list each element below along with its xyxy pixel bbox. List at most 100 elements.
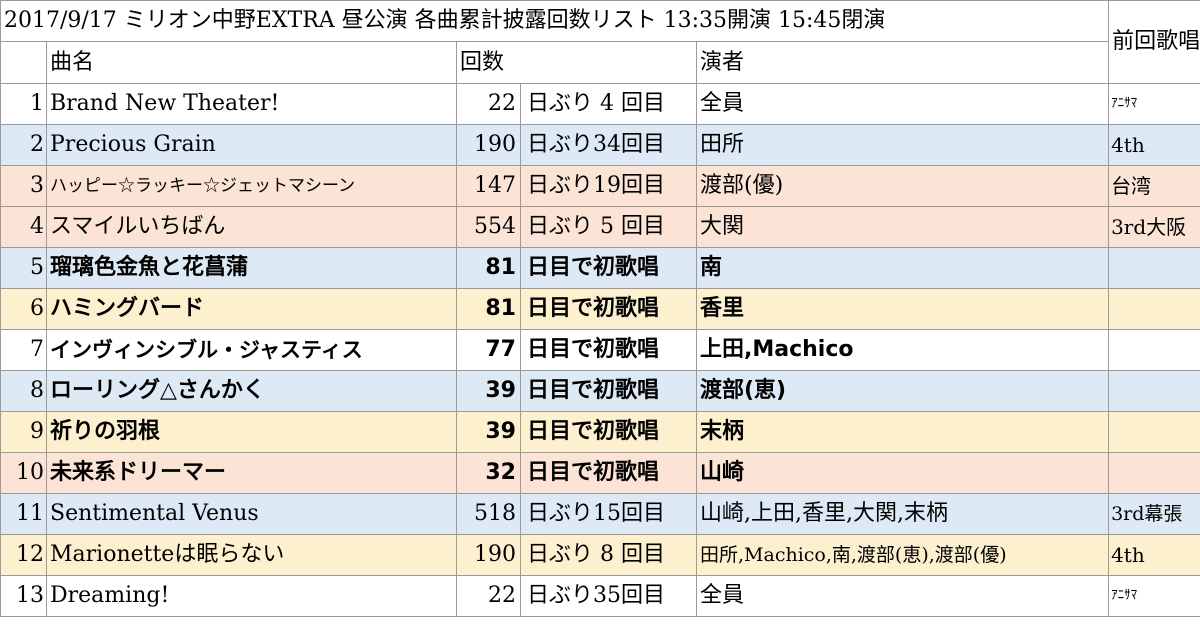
table-row: 7 インヴィンシブル・ジャスティス 77 日目で初歌唱 上田,Machico	[0, 329, 1200, 371]
previous-performance	[1108, 288, 1200, 330]
performer: 田所,Machico,南,渡部(恵),渡部(優)	[695, 534, 1110, 576]
row-number: 6	[0, 288, 47, 330]
song-name: ローリング△さんかく	[46, 370, 457, 412]
row-number: 9	[0, 411, 47, 453]
days-value: 518	[456, 493, 521, 535]
performer: 山崎	[695, 452, 1110, 494]
song-name: Marionetteは眠らない	[46, 534, 457, 576]
previous-performance: ｱﾆｻﾏ	[1108, 83, 1200, 125]
days-value: 32	[456, 452, 521, 494]
table-title: 2017/9/17 ミリオン中野EXTRA 昼公演 各曲累計披露回数リスト 13…	[0, 0, 1110, 42]
row-number: 8	[0, 370, 47, 412]
count-header: 回数	[456, 41, 697, 84]
previous-performance	[1108, 247, 1200, 289]
days-value: 39	[456, 411, 521, 453]
song-name: Precious Grain	[46, 124, 457, 166]
performer-header: 演者	[695, 41, 1110, 84]
performer: 大関	[695, 206, 1110, 248]
days-value: 22	[456, 83, 521, 125]
performer: 渡部(恵)	[695, 370, 1110, 412]
performer: 上田,Machico	[695, 329, 1110, 371]
performer: 田所	[695, 124, 1110, 166]
previous-performance	[1108, 329, 1200, 371]
song-header: 曲名	[46, 41, 457, 84]
table-row: 5 瑠璃色金魚と花菖蒲 81 日目で初歌唱 南	[0, 247, 1200, 289]
previous-performance	[1108, 370, 1200, 412]
previous-performance	[1108, 411, 1200, 453]
previous-header: 前回歌唱	[1108, 0, 1200, 84]
count-text: 日ぶり35回目	[520, 575, 697, 617]
count-text: 日ぶり 8 回目	[520, 534, 697, 576]
count-text: 日ぶり 5 回目	[520, 206, 697, 248]
days-value: 147	[456, 165, 521, 207]
performer: 南	[695, 247, 1110, 289]
count-text: 日目で初歌唱	[520, 411, 697, 453]
table-row: 3 ハッピー☆ラッキー☆ジェットマシーン 147 日ぶり19回目 渡部(優) 台…	[0, 165, 1200, 207]
song-name: Sentimental Venus	[46, 493, 457, 535]
row-number: 7	[0, 329, 47, 371]
days-value: 77	[456, 329, 521, 371]
row-number: 4	[0, 206, 47, 248]
song-name: インヴィンシブル・ジャスティス	[46, 329, 457, 371]
number-header	[0, 41, 47, 84]
previous-performance: 3rd幕張	[1108, 493, 1200, 535]
song-name: Dreaming!	[46, 575, 457, 617]
row-number: 10	[0, 452, 47, 494]
table-row: 4 スマイルいちばん 554 日ぶり 5 回目 大関 3rd大阪	[0, 206, 1200, 248]
previous-performance: 3rd大阪	[1108, 206, 1200, 248]
song-name: Brand New Theater!	[46, 83, 457, 125]
previous-performance: ｱﾆｻﾏ	[1108, 575, 1200, 617]
count-text: 日ぶり15回目	[520, 493, 697, 535]
count-text: 日目で初歌唱	[520, 370, 697, 412]
song-name: 祈りの羽根	[46, 411, 457, 453]
row-number: 11	[0, 493, 47, 535]
count-text: 日目で初歌唱	[520, 329, 697, 371]
row-number: 2	[0, 124, 47, 166]
song-name: 瑠璃色金魚と花菖蒲	[46, 247, 457, 289]
song-name: ハミングバード	[46, 288, 457, 330]
table-row: 12 Marionetteは眠らない 190 日ぶり 8 回目 田所,Machi…	[0, 534, 1200, 576]
count-text: 日ぶり 4 回目	[520, 83, 697, 125]
table-row: 6 ハミングバード 81 日目で初歌唱 香里	[0, 288, 1200, 330]
performer: 渡部(優)	[695, 165, 1110, 207]
days-value: 81	[456, 288, 521, 330]
song-name: スマイルいちばん	[46, 206, 457, 248]
row-number: 13	[0, 575, 47, 617]
row-number: 3	[0, 165, 47, 207]
title-row: 2017/9/17 ミリオン中野EXTRA 昼公演 各曲累計披露回数リスト 13…	[0, 0, 1200, 84]
previous-performance: 台湾	[1108, 165, 1200, 207]
header-row: 曲名 回数 演者	[0, 41, 1200, 84]
table-row: 13 Dreaming! 22 日ぶり35回目 全員 ｱﾆｻﾏ	[0, 575, 1200, 617]
table-row: 9 祈りの羽根 39 日目で初歌唱 末柄	[0, 411, 1200, 453]
table-row: 11 Sentimental Venus 518 日ぶり15回目 山崎,上田,香…	[0, 493, 1200, 535]
performer: 全員	[695, 83, 1110, 125]
days-value: 39	[456, 370, 521, 412]
days-value: 190	[456, 534, 521, 576]
table-row: 1 Brand New Theater! 22 日ぶり 4 回目 全員 ｱﾆｻﾏ	[0, 83, 1200, 125]
table-row: 10 未来系ドリーマー 32 日目で初歌唱 山崎	[0, 452, 1200, 494]
performer: 山崎,上田,香里,大関,末柄	[695, 493, 1110, 535]
count-text: 日目で初歌唱	[520, 288, 697, 330]
days-value: 190	[456, 124, 521, 166]
performer: 全員	[695, 575, 1110, 617]
performer: 末柄	[695, 411, 1110, 453]
days-value: 22	[456, 575, 521, 617]
song-name: 未来系ドリーマー	[46, 452, 457, 494]
count-text: 日目で初歌唱	[520, 247, 697, 289]
table-row: 2 Precious Grain 190 日ぶり34回目 田所 4th	[0, 124, 1200, 166]
count-text: 日ぶり34回目	[520, 124, 697, 166]
days-value: 554	[456, 206, 521, 248]
previous-performance: 4th	[1108, 534, 1200, 576]
row-number: 1	[0, 83, 47, 125]
row-number: 5	[0, 247, 47, 289]
table-row: 8 ローリング△さんかく 39 日目で初歌唱 渡部(恵)	[0, 370, 1200, 412]
count-text: 日目で初歌唱	[520, 452, 697, 494]
previous-performance: 4th	[1108, 124, 1200, 166]
song-name: ハッピー☆ラッキー☆ジェットマシーン	[46, 165, 457, 207]
previous-performance	[1108, 452, 1200, 494]
count-text: 日ぶり19回目	[520, 165, 697, 207]
row-number: 12	[0, 534, 47, 576]
days-value: 81	[456, 247, 521, 289]
performer: 香里	[695, 288, 1110, 330]
